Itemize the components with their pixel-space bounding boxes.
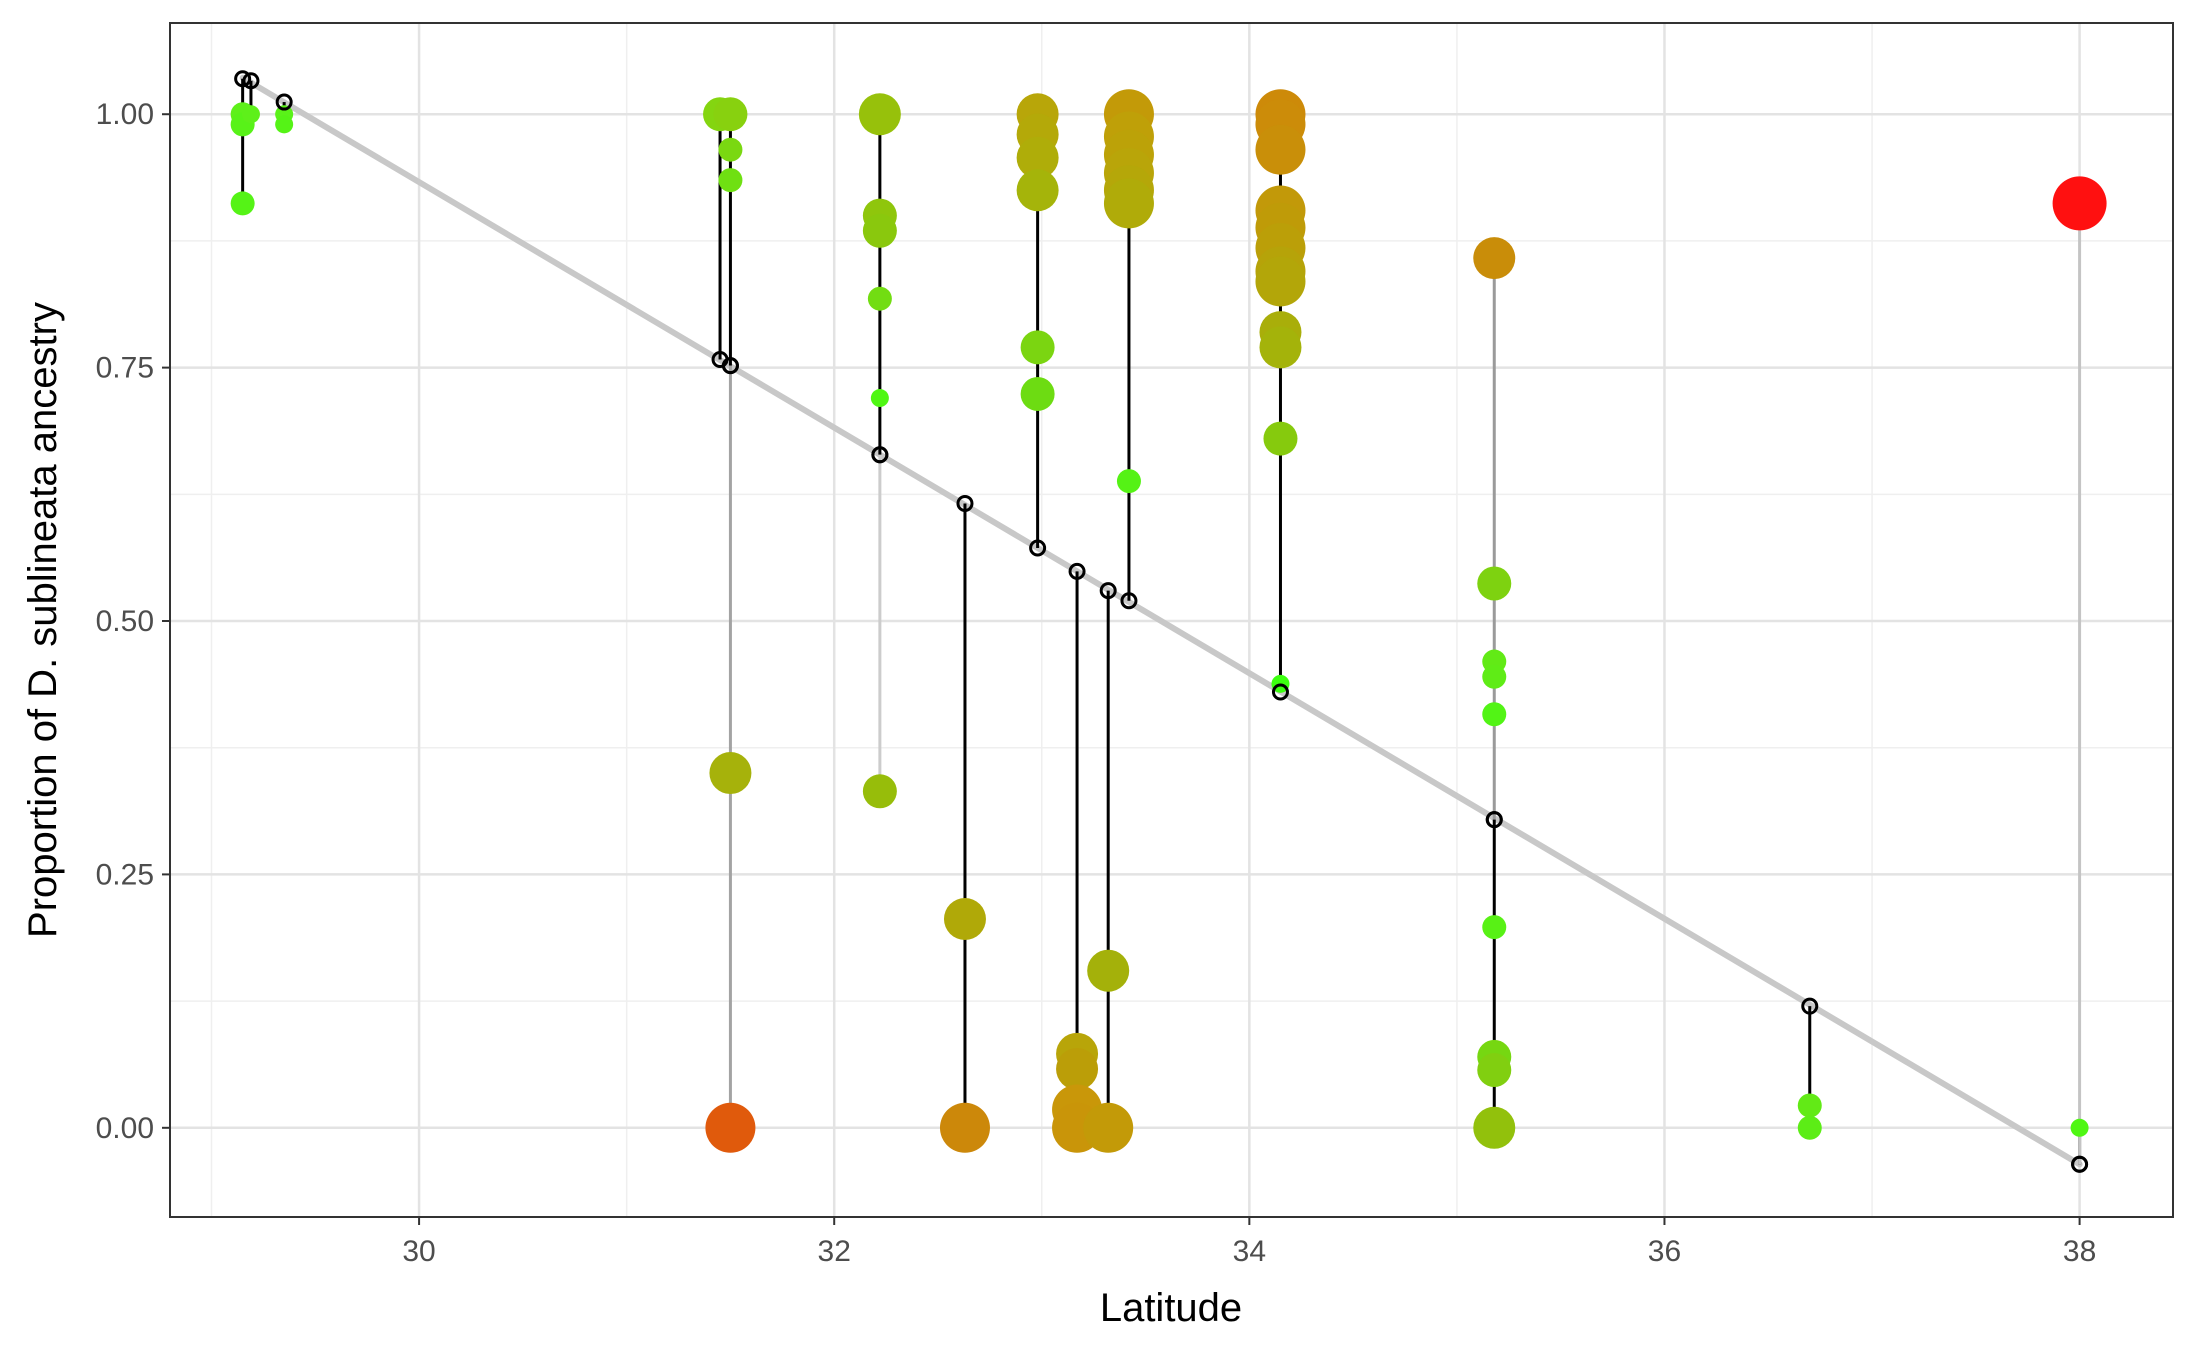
predicted-value-marker [242, 72, 260, 90]
data-point [718, 168, 743, 193]
y-tick-label: 1.00 [96, 98, 154, 131]
y-axis-title: Proportion of D. sublineata ancestry [21, 302, 65, 938]
data-point [1263, 421, 1298, 456]
predicted-value-marker [871, 446, 889, 464]
data-point [1255, 256, 1306, 307]
predicted-value-marker [1485, 811, 1503, 829]
x-tick-label: 32 [818, 1235, 851, 1268]
data-point [1255, 124, 1306, 175]
data-point [709, 752, 752, 795]
prediction-markers [234, 70, 2089, 1173]
x-axis-title: Latitude [1100, 1286, 1242, 1330]
data-point [1482, 915, 1507, 940]
x-tick-label: 36 [1648, 1235, 1681, 1268]
data-point [718, 137, 743, 162]
data-point [705, 1102, 756, 1153]
data-point [939, 1102, 990, 1153]
data-point [867, 286, 892, 311]
data-point [1477, 566, 1512, 601]
predicted-value-marker [1029, 539, 1047, 557]
y-tick-label: 0.00 [96, 1112, 154, 1145]
predicted-value-marker [1120, 592, 1138, 610]
data-point [2070, 1118, 2089, 1137]
data-point [862, 213, 897, 248]
data-point [1103, 178, 1154, 229]
data-points [230, 89, 2107, 1153]
predicted-value-marker [1801, 997, 1819, 1015]
data-point [713, 97, 748, 132]
data-point [1016, 169, 1059, 212]
data-point [870, 389, 889, 408]
axes: 30 32 34 36 38 0.00 0.25 0.50 0.75 1.00 [96, 98, 2097, 1268]
data-point [1477, 1053, 1512, 1088]
data-point [1083, 1102, 1134, 1153]
data-point [1482, 702, 1507, 727]
gridlines [170, 23, 2173, 1217]
predicted-value-marker [956, 494, 974, 512]
x-tick-label: 38 [2063, 1235, 2096, 1268]
regression-line [239, 74, 2083, 1168]
predicted-value-marker [1068, 562, 1086, 580]
predicted-value-marker [275, 93, 293, 111]
data-point [1020, 330, 1055, 365]
x-tick-label: 34 [1233, 1235, 1266, 1268]
data-point [275, 115, 294, 134]
data-point [1056, 1048, 1099, 1091]
data-point [858, 93, 901, 136]
x-tick-label: 30 [402, 1235, 435, 1268]
predicted-value-marker [2071, 1155, 2089, 1173]
data-point [1087, 949, 1130, 992]
plot-panel-border [169, 22, 2174, 1218]
data-point [1259, 326, 1302, 369]
data-point [1020, 376, 1055, 411]
data-point [2052, 176, 2107, 231]
data-point [1797, 1093, 1822, 1118]
y-tick-label: 0.75 [96, 352, 154, 385]
predicted-value-marker [1271, 683, 1289, 701]
data-point [1116, 469, 1141, 494]
predicted-value-marker [721, 357, 739, 375]
regression-line-layer [239, 74, 2083, 1168]
predicted-value-marker [234, 70, 252, 88]
data-point [862, 774, 897, 809]
data-point [241, 105, 260, 124]
data-point [230, 191, 255, 216]
predicted-value-marker [1099, 582, 1117, 600]
data-point [1016, 136, 1059, 179]
data-point [1473, 237, 1516, 280]
y-tick-label: 0.50 [96, 605, 154, 638]
data-point [1482, 664, 1507, 689]
data-point [1473, 1106, 1516, 1149]
y-tick-label: 0.25 [96, 858, 154, 891]
data-point [943, 898, 986, 941]
data-point [1797, 1115, 1822, 1140]
